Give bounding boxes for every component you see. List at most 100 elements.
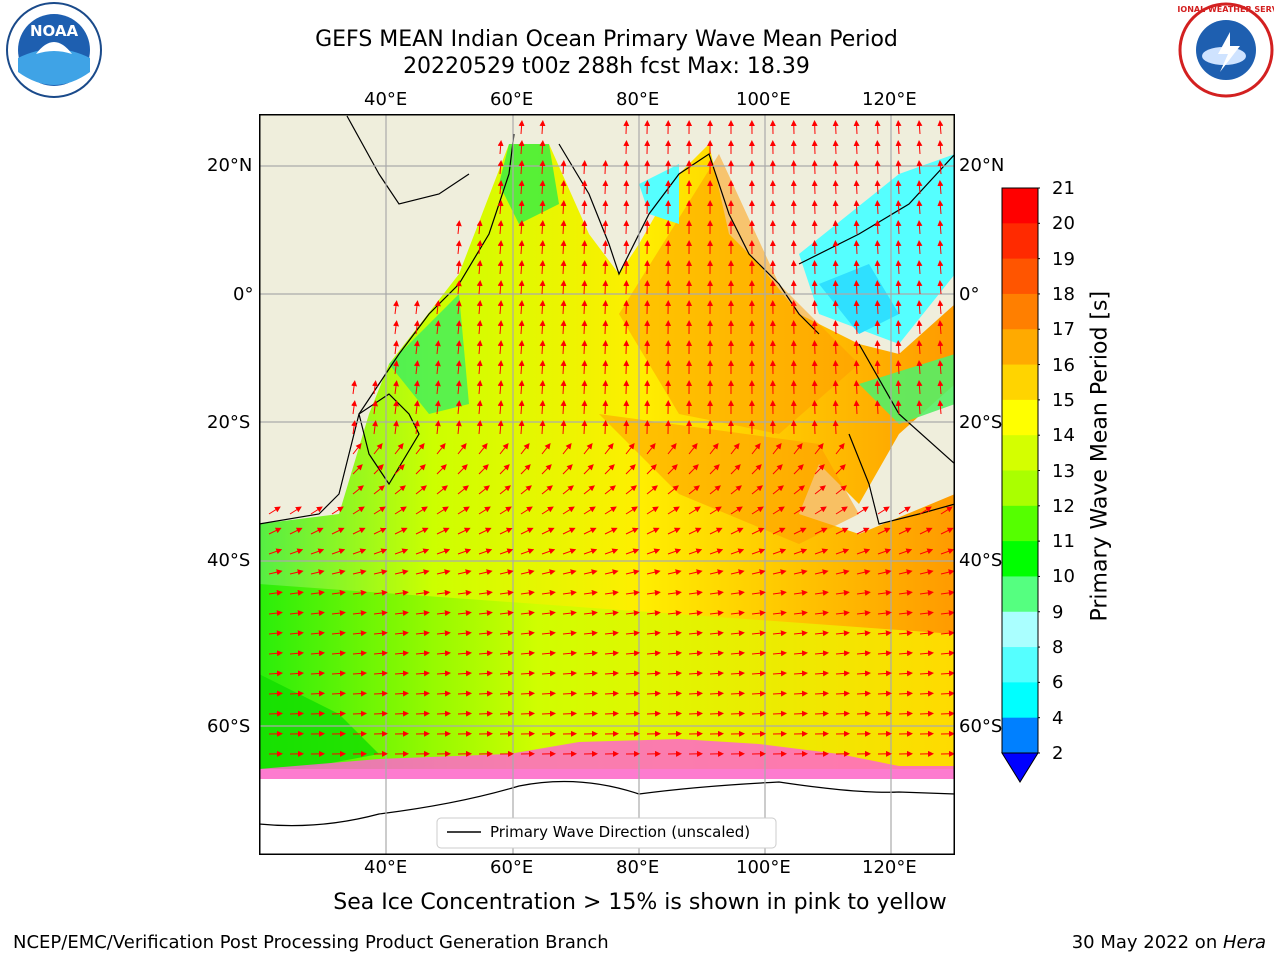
wave-direction-arrow [457, 630, 472, 637]
wave-direction-arrow [436, 464, 447, 475]
wave-direction-arrow [604, 710, 619, 717]
wave-direction-arrow [602, 320, 609, 335]
wave-direction-arrow [667, 630, 682, 637]
wave-direction-arrow [289, 548, 304, 555]
wave-direction-arrow [602, 420, 609, 435]
wave-direction-arrow [919, 630, 934, 637]
wave-direction-arrow [667, 464, 678, 475]
wave-direction-arrow [331, 690, 346, 697]
wave-direction-arrow [541, 485, 553, 495]
wave-direction-arrow [874, 120, 881, 135]
wave-direction-arrow [940, 670, 955, 677]
wave-direction-arrow [518, 300, 525, 315]
wave-direction-arrow [455, 220, 462, 235]
wave-direction-arrow [751, 548, 766, 555]
wave-direction-arrow [835, 443, 845, 455]
wave-direction-arrow [583, 548, 598, 555]
lon-tick-bottom-120: 120°E [862, 857, 917, 878]
wave-direction-arrow [730, 506, 743, 515]
wave-direction-arrow [476, 300, 483, 315]
wave-direction-arrow [835, 485, 847, 495]
wave-direction-arrow [310, 569, 325, 576]
wave-direction-arrow [646, 670, 661, 677]
wave-direction-arrow [877, 710, 892, 717]
wave-direction-arrow [772, 527, 786, 535]
lon-tick-top-80: 80°E [616, 89, 660, 110]
wave-direction-arrow [476, 260, 483, 275]
wave-direction-arrow [688, 464, 699, 475]
wave-direction-arrow [832, 400, 839, 415]
wave-direction-arrow [667, 710, 682, 717]
wave-direction-arrow [937, 380, 944, 395]
wave-direction-arrow [793, 548, 808, 555]
wave-direction-arrow [476, 360, 483, 375]
wave-direction-arrow [436, 630, 451, 637]
wave-direction-arrow [541, 527, 555, 535]
wave-direction-arrow [919, 548, 934, 555]
wave-direction-arrow [518, 200, 525, 215]
wave-direction-arrow [937, 260, 944, 275]
wave-direction-arrow [394, 443, 404, 455]
wave-direction-arrow [898, 710, 913, 717]
wave-direction-arrow [688, 443, 698, 455]
wave-direction-arrow [604, 569, 619, 576]
wave-direction-arrow [772, 569, 787, 576]
wave-direction-arrow [772, 650, 787, 657]
wave-direction-arrow [581, 160, 588, 175]
wave-direction-arrow [478, 506, 491, 515]
wave-direction-arrow [832, 300, 839, 315]
wave-direction-arrow [436, 485, 448, 495]
lon-tick-top-40: 40°E [364, 89, 408, 110]
wave-direction-arrow [835, 506, 848, 515]
wave-direction-arrow [898, 690, 913, 697]
wave-direction-arrow [793, 690, 808, 697]
wave-direction-arrow [560, 340, 567, 355]
wave-direction-arrow [793, 527, 807, 535]
wave-direction-arrow [853, 140, 860, 155]
wave-direction-arrow [898, 548, 913, 555]
wave-direction-arrow [583, 710, 598, 717]
graticule [259, 114, 955, 855]
wave-direction-arrow [497, 340, 504, 355]
wave-direction-arrow [352, 506, 365, 515]
wave-direction-arrow [940, 548, 955, 555]
colorbar-bin [1002, 647, 1038, 683]
wave-direction-arrow [289, 610, 304, 617]
wave-direction-arrow [436, 610, 451, 617]
wave-direction-arrow [772, 630, 787, 637]
wave-direction-arrow [793, 610, 808, 617]
map-title: GEFS MEAN Indian Ocean Primary Wave Mean… [315, 27, 898, 52]
wave-direction-arrow [499, 670, 514, 677]
wave-direction-arrow [560, 160, 567, 175]
wave-direction-arrow [539, 380, 546, 395]
wave-direction-arrow [751, 485, 763, 495]
wave-direction-arrow [814, 690, 829, 697]
wave-direction-arrow [352, 710, 367, 717]
wave-direction-arrow [895, 280, 902, 295]
wave-direction-arrow [518, 280, 525, 295]
wave-direction-arrow [560, 180, 567, 195]
wave-direction-arrow [539, 200, 546, 215]
wave-direction-arrow [373, 569, 388, 576]
wave-direction-arrow [832, 120, 839, 135]
wave-direction-arrow [497, 240, 504, 255]
wave-direction-arrow [415, 610, 430, 617]
wave-direction-arrow [436, 506, 449, 515]
wave-direction-arrow [518, 420, 525, 435]
wave-direction-arrow [497, 180, 504, 195]
wave-direction-arrow [289, 569, 304, 576]
wave-direction-arrow [352, 630, 367, 637]
wave-direction-arrow [520, 670, 535, 677]
wave-direction-arrow [393, 420, 399, 435]
wave-direction-arrow [478, 485, 490, 495]
sea-ice-note: Sea Ice Concentration > 15% is shown in … [333, 890, 947, 915]
wave-direction-arrow [541, 569, 556, 576]
wave-direction-arrow [895, 160, 902, 175]
wave-direction-arrow [667, 670, 682, 677]
wave-direction-arrow [373, 630, 388, 637]
wave-direction-arrow [518, 180, 525, 195]
wave-direction-arrow [394, 650, 409, 657]
wave-direction-arrow [478, 589, 493, 596]
wave-direction-arrow [895, 120, 902, 135]
lon-tick-bottom-60: 60°E [490, 857, 534, 878]
